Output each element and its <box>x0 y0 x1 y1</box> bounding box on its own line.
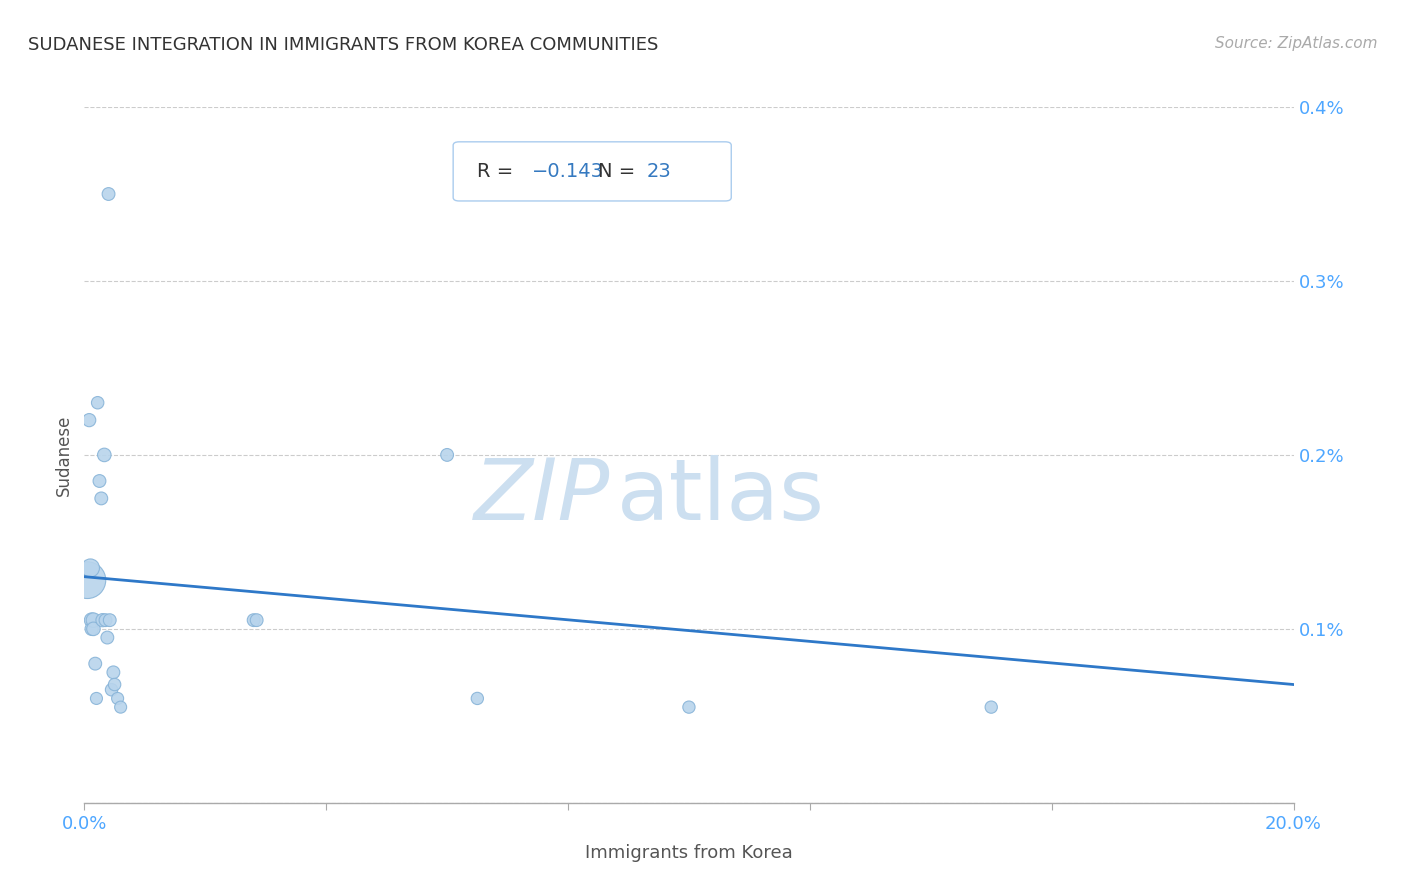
Point <box>79 561 101 575</box>
Point <box>436 448 458 462</box>
FancyBboxPatch shape <box>453 142 731 201</box>
Point <box>82 622 104 636</box>
Point <box>89 474 111 488</box>
X-axis label: Immigrants from Korea: Immigrants from Korea <box>585 844 793 862</box>
Text: 23: 23 <box>647 161 672 181</box>
Point <box>980 700 1002 714</box>
Text: SUDANESE INTEGRATION IN IMMIGRANTS FROM KOREA COMMUNITIES: SUDANESE INTEGRATION IN IMMIGRANTS FROM … <box>28 36 658 54</box>
Point <box>90 491 112 506</box>
Point <box>93 448 115 462</box>
Point <box>467 691 489 706</box>
Point <box>107 691 129 706</box>
Point <box>100 682 122 697</box>
Point <box>82 613 104 627</box>
Text: N =: N = <box>599 161 641 181</box>
Text: atlas: atlas <box>616 455 824 538</box>
Point <box>94 613 117 627</box>
Text: ZIP: ZIP <box>474 455 610 538</box>
Point <box>104 677 127 691</box>
Point <box>110 700 132 714</box>
Point <box>242 613 264 627</box>
Point <box>91 613 114 627</box>
Text: R =: R = <box>478 161 520 181</box>
Point <box>86 395 108 409</box>
Point <box>80 613 103 627</box>
Point <box>103 665 125 680</box>
Point <box>76 573 98 587</box>
Point <box>97 187 120 202</box>
Point <box>678 700 700 714</box>
Point <box>246 613 269 627</box>
Text: −0.143: −0.143 <box>531 161 603 181</box>
Point <box>86 691 108 706</box>
Y-axis label: Sudanese: Sudanese <box>55 414 73 496</box>
Point <box>98 613 121 627</box>
Point <box>84 657 107 671</box>
Point <box>80 622 103 636</box>
Text: Source: ZipAtlas.com: Source: ZipAtlas.com <box>1215 36 1378 51</box>
Point <box>96 631 118 645</box>
Point <box>77 413 100 427</box>
